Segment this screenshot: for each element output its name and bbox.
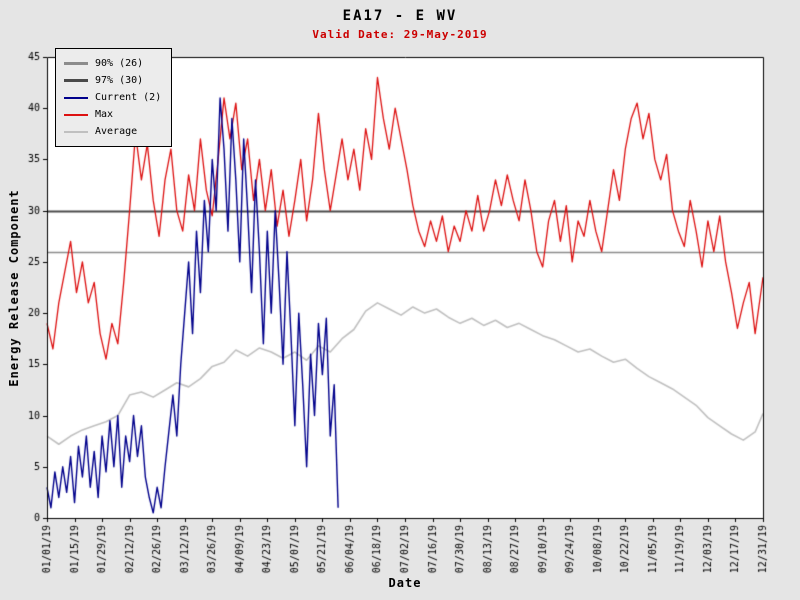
legend-swatch-average <box>64 130 88 133</box>
legend-swatch-90pct <box>64 62 88 65</box>
legend-item-max: Max <box>64 106 161 123</box>
legend-label-90pct: 90% (26) <box>95 58 144 69</box>
legend: 90% (26) 97% (30) Current (2) Max Average <box>55 48 173 147</box>
x-axis-label: Date <box>388 576 422 590</box>
legend-item-current: Current (2) <box>64 89 161 106</box>
legend-item-97pct: 97% (30) <box>64 72 161 89</box>
legend-label-current: Current (2) <box>95 92 162 103</box>
legend-item-90pct: 90% (26) <box>64 55 161 72</box>
chart-title: EA17 - E WV <box>342 8 458 24</box>
legend-label-97pct: 97% (30) <box>95 75 144 86</box>
legend-swatch-current <box>64 96 88 99</box>
y-axis-label: Energy Release Component <box>7 189 21 387</box>
legend-label-average: Average <box>95 126 138 137</box>
chart-valid-date: Valid Date: 29-May-2019 <box>312 28 488 41</box>
legend-item-average: Average <box>64 123 161 140</box>
legend-swatch-max <box>64 113 88 116</box>
legend-label-max: Max <box>95 109 114 120</box>
legend-swatch-97pct <box>64 79 88 82</box>
